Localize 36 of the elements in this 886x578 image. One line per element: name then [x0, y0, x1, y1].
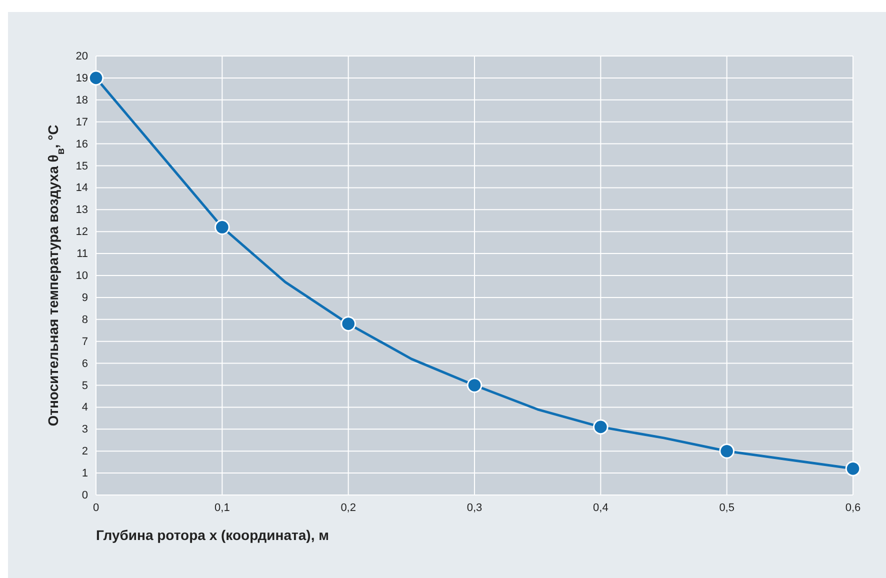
y-tick-label: 8 [82, 314, 88, 326]
y-tick-label: 14 [76, 182, 88, 194]
point [214, 220, 230, 235]
point [340, 316, 356, 332]
y-tick-label: 1 [82, 468, 88, 480]
x-tick-label: 0,2 [340, 502, 356, 514]
y-tick-label: 9 [82, 292, 88, 304]
y-tick-label: 4 [82, 402, 88, 414]
y-tick-label: 10 [76, 270, 88, 282]
point [466, 378, 482, 393]
y-tick-label: 18 [76, 94, 88, 106]
y-tick-label: 2 [82, 446, 88, 458]
y-tick-label: 16 [76, 138, 88, 150]
y-tick-label: 0 [82, 490, 88, 502]
y-tick-label: 13 [76, 204, 88, 216]
y-tick-label: 7 [82, 336, 88, 348]
x-tick-label: 0,1 [214, 502, 230, 514]
y-tick-label: 17 [76, 116, 88, 128]
y-tick-label: 5 [82, 380, 88, 392]
y-tick-label: 20 [76, 50, 88, 63]
point [719, 443, 734, 459]
point [845, 461, 861, 476]
x-tick-label: 0,6 [845, 502, 861, 514]
y-tick-label: 15 [76, 160, 88, 172]
y-tick-label: 12 [76, 226, 88, 238]
y-tick-label: 11 [76, 248, 88, 260]
point [593, 419, 608, 435]
y-tick-label: 3 [82, 424, 88, 436]
x-tick-label: 0,4 [593, 502, 608, 514]
x-axis-title: Глубина ротора x (координата), м [96, 527, 329, 543]
point [88, 70, 104, 86]
x-tick-label: 0,3 [466, 502, 482, 514]
x-tick-label: 0 [92, 502, 100, 514]
y-tick-label: 19 [76, 72, 88, 84]
y-tick-label: 6 [82, 358, 88, 370]
x-tick-label: 0,5 [719, 502, 734, 514]
